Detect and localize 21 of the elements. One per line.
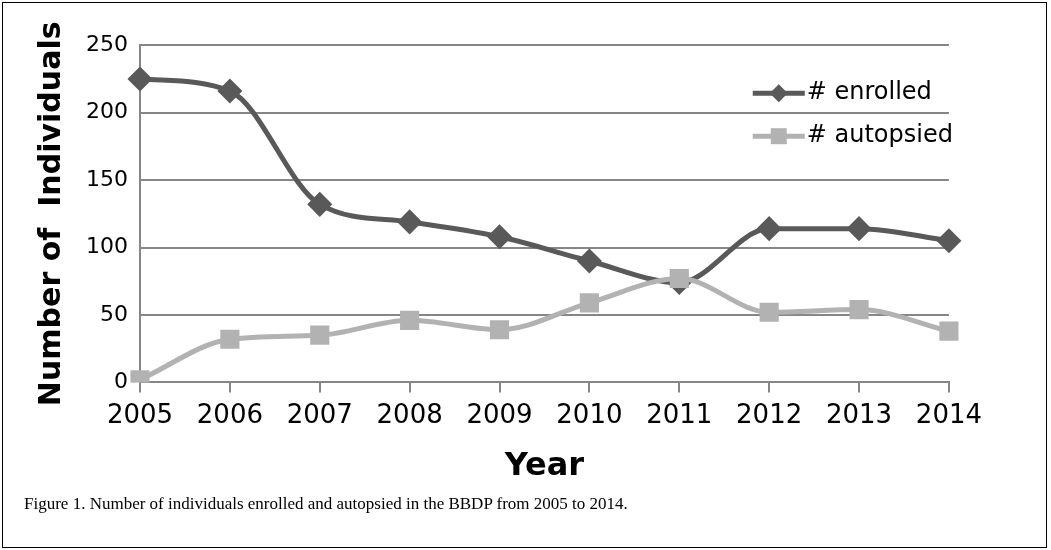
legend-label: # enrolled [806, 77, 932, 106]
x-axis-title: Year [503, 445, 585, 484]
x-tick-label: 2010 [556, 398, 623, 429]
x-tick-label: 2013 [825, 398, 893, 429]
x-tick-label: 2006 [196, 398, 263, 429]
x-tick-label: 2009 [466, 398, 533, 429]
x-tick-label: 2007 [286, 398, 353, 429]
y-axis-title: Number of Individuals [31, 21, 67, 407]
y-tick-label: 250 [85, 30, 128, 56]
x-tick-label: 2014 [915, 398, 982, 429]
y-tick-label: 150 [85, 165, 128, 191]
x-tick-label: 2012 [736, 398, 803, 429]
x-tick-label: 2005 [106, 398, 174, 429]
legend-label: # autopsied [806, 120, 953, 149]
y-tick-label: 50 [99, 300, 128, 326]
y-tick-label: 200 [85, 98, 128, 124]
x-tick-label: 2011 [646, 398, 713, 429]
caption: Figure 1. Number of individuals enrolled and autopsied in the BBDP from 2005 to 2014. [24, 494, 628, 514]
y-tick-label: 100 [85, 233, 128, 259]
y-tick-label: 0 [113, 368, 128, 394]
x-tick-label: 2008 [376, 398, 443, 429]
